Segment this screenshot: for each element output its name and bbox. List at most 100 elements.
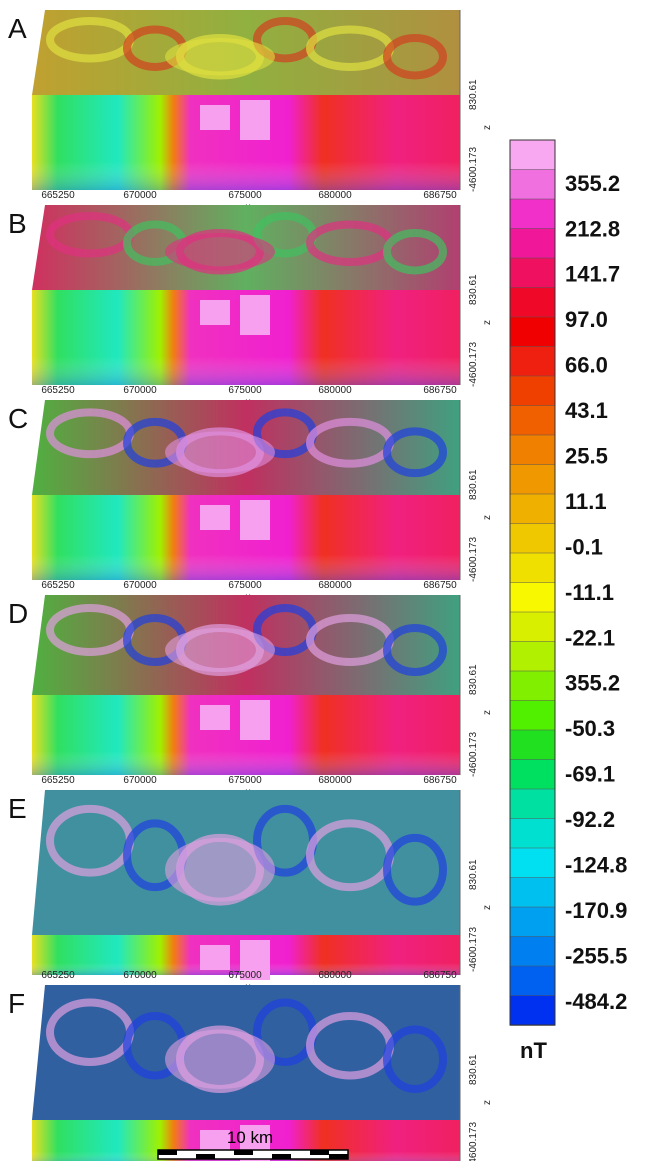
colorbar-segment: [510, 199, 555, 229]
colorbar-label: -255.5: [565, 943, 627, 968]
panel-label: E: [8, 793, 27, 824]
x-tick-label: 675000: [228, 190, 262, 201]
colorbar-segment: [510, 612, 555, 642]
colorbar-segment: [510, 170, 555, 200]
block-panel: D665250670000675000680000686750x830.61z-…: [8, 595, 493, 798]
anomaly: [200, 945, 230, 970]
x-tick-label: 680000: [318, 190, 352, 201]
z-bottom-label: -4600.173: [468, 1122, 479, 1161]
colorbar-label: -0.1: [565, 534, 603, 559]
x-tick-label: 665250: [41, 190, 75, 201]
panel-label: A: [8, 13, 27, 44]
x-tick-label: 670000: [123, 970, 157, 981]
x-tick-label: 675000: [228, 775, 262, 786]
anomaly: [240, 295, 270, 335]
z-top-label: 830.61: [468, 79, 479, 110]
colorbar-label: 355.2: [565, 671, 620, 696]
colorbar-label: -92.2: [565, 807, 615, 832]
block-panel: C665250670000675000680000686750x830.61z-…: [8, 400, 493, 603]
x-tick-label: 670000: [123, 385, 157, 396]
colorbar-label: -170.9: [565, 898, 627, 923]
colorbar: 355.2212.8141.797.066.043.125.511.1-0.1-…: [510, 140, 627, 1026]
colorbar-label: -11.1: [565, 580, 614, 605]
panel-label: D: [8, 598, 28, 629]
anomaly: [165, 628, 275, 672]
z-axis-label: z: [482, 125, 493, 130]
colorbar-segment: [510, 524, 555, 554]
colorbar-segment: [510, 140, 555, 170]
z-axis-label: z: [482, 320, 493, 325]
colorbar-segment: [510, 583, 555, 613]
z-axis-label: z: [482, 905, 493, 910]
colorbar-segment: [510, 642, 555, 672]
colorbar-label: -22.1: [565, 625, 615, 650]
x-tick-label: 665250: [41, 775, 75, 786]
block-panel: B665250670000675000680000686750x830.61z-…: [8, 205, 493, 408]
block-panel: E665250670000675000680000686750x830.61z-…: [8, 790, 493, 993]
panel-label: F: [8, 988, 25, 1019]
colorbar-segment: [510, 878, 555, 908]
z-bottom-label: -4600.173: [468, 732, 479, 777]
z-bottom-label: -4600.173: [468, 342, 479, 387]
colorbar-segment: [510, 347, 555, 377]
colorbar-segment: [510, 966, 555, 996]
colorbar-segment: [510, 789, 555, 819]
colorbar-label: -124.8: [565, 852, 627, 877]
anomaly: [200, 105, 230, 130]
x-tick-label: 670000: [123, 190, 157, 201]
colorbar-label: 141.7: [565, 262, 620, 287]
panels: A665250670000675000680000686750x830.61z-…: [8, 10, 493, 1161]
block-panel: A665250670000675000680000686750x830.61z-…: [8, 10, 493, 213]
colorbar-label: -69.1: [565, 762, 615, 787]
colorbar-segment: [510, 996, 555, 1026]
z-top-label: 830.61: [468, 859, 479, 890]
anomaly: [200, 705, 230, 730]
figure: A665250670000675000680000686750x830.61z-…: [0, 0, 652, 1161]
colorbar-label: 11.1: [565, 489, 607, 514]
colorbar-unit: nT: [520, 1038, 547, 1063]
colorbar-segment: [510, 701, 555, 731]
x-tick-label: 675000: [228, 580, 262, 591]
x-tick-label: 680000: [318, 970, 352, 981]
x-tick-label: 675000: [228, 970, 262, 981]
x-tick-label: 670000: [123, 580, 157, 591]
colorbar-segment: [510, 907, 555, 937]
colorbar-segment: [510, 465, 555, 495]
z-axis-label: z: [482, 1100, 493, 1105]
x-tick-label: 680000: [318, 385, 352, 396]
panel-label: C: [8, 403, 28, 434]
anomaly: [165, 1030, 275, 1089]
z-bottom-label: -4600.173: [468, 147, 479, 192]
colorbar-label: 25.5: [565, 443, 608, 468]
z-top-label: 830.61: [468, 664, 479, 695]
colorbar-segment: [510, 819, 555, 849]
anomaly: [240, 500, 270, 540]
colorbar-segment: [510, 435, 555, 465]
x-tick-label: 680000: [318, 775, 352, 786]
colorbar-label: 355.2: [565, 171, 620, 196]
x-tick-label: 675000: [228, 385, 262, 396]
x-tick-label: 686750: [423, 190, 457, 201]
colorbar-label: 66.0: [565, 353, 608, 378]
z-bottom-label: -4600.173: [468, 927, 479, 972]
colorbar-segment: [510, 376, 555, 406]
colorbar-segment: [510, 553, 555, 583]
scale-bar-label: 10 km: [227, 1128, 273, 1147]
x-tick-label: 686750: [423, 385, 457, 396]
anomaly: [165, 431, 275, 473]
colorbar-label: -50.3: [565, 716, 615, 741]
x-tick-label: 665250: [41, 385, 75, 396]
z-top-label: 830.61: [468, 274, 479, 305]
colorbar-segment: [510, 258, 555, 288]
z-axis-label: z: [482, 515, 493, 520]
colorbar-segment: [510, 229, 555, 259]
z-top-label: 830.61: [468, 469, 479, 500]
anomaly: [200, 505, 230, 530]
colorbar-segment: [510, 671, 555, 701]
anomaly: [165, 838, 275, 902]
colorbar-label: 97.0: [565, 307, 608, 332]
x-tick-label: 665250: [41, 970, 75, 981]
panel-label: B: [8, 208, 27, 239]
x-tick-label: 670000: [123, 775, 157, 786]
anomaly: [240, 100, 270, 140]
